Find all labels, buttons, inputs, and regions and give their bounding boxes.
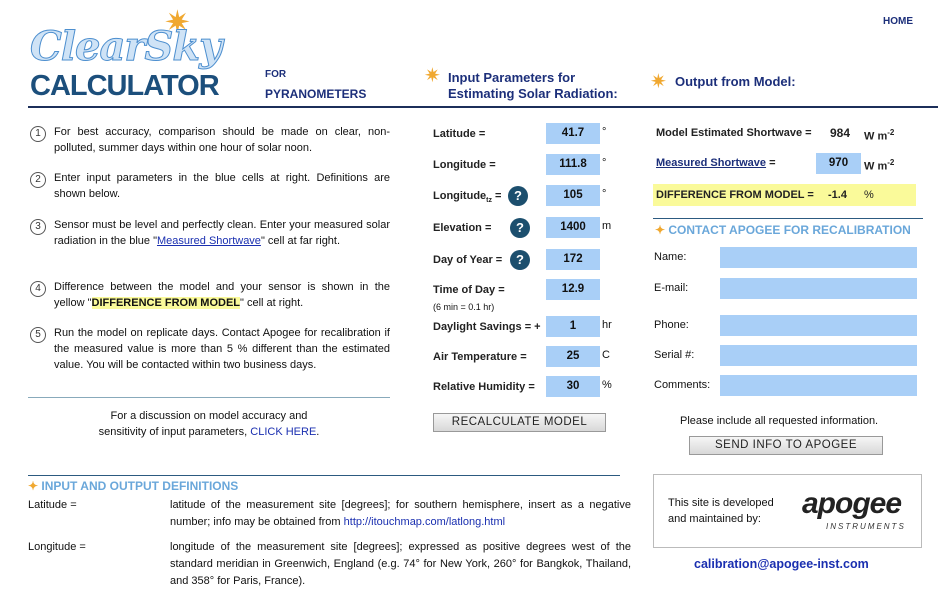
- recalculate-model-button[interactable]: RECALCULATE MODEL: [433, 413, 606, 432]
- unit: °: [602, 188, 607, 200]
- instruction-5: Run the model on replicate days. Contact…: [54, 327, 390, 371]
- step-number: 2: [30, 172, 46, 188]
- input-title: Input Parameters for Estimating Solar Rad…: [448, 70, 618, 101]
- model-estimate-value: 984: [830, 126, 851, 140]
- contact-label: Comments:: [654, 379, 711, 391]
- input-5[interactable]: 12.9: [546, 279, 600, 300]
- instruction-3: Sensor must be level and perfectly clean…: [54, 219, 390, 247]
- input-label: Daylight Savings = +: [433, 321, 541, 333]
- input-2[interactable]: 105: [546, 185, 600, 206]
- measured-shortwave-input[interactable]: 970: [816, 153, 861, 174]
- input-3[interactable]: 1400: [546, 217, 600, 238]
- input-label: Longitudetz =: [433, 190, 502, 205]
- definitions-title: ✦ INPUT AND OUTPUT DEFINITIONS: [28, 479, 239, 493]
- click-here-link[interactable]: CLICK HERE: [250, 426, 317, 438]
- apogee-logo: apogee: [802, 487, 902, 520]
- pyranometers-label: PYRANOMETERS: [265, 87, 367, 101]
- input-label: Day of Year =: [433, 254, 503, 266]
- contact-field-1[interactable]: [720, 278, 917, 299]
- divider: [28, 397, 390, 398]
- unit: C: [602, 349, 610, 361]
- logo-clearsky: ClearSky: [29, 23, 222, 70]
- contact-field-3[interactable]: [720, 345, 917, 366]
- input-label: Longitude =: [433, 159, 496, 171]
- star-icon: ✷: [164, 4, 191, 40]
- contact-label: Serial #:: [654, 349, 695, 361]
- instruction-2: Enter input parameters in the blue cells…: [54, 172, 390, 200]
- model-estimate-label: Model Estimated Shortwave =: [656, 127, 812, 139]
- contact-field-2[interactable]: [720, 315, 917, 336]
- instruction-4: Difference between the model and your se…: [54, 281, 390, 309]
- email-link[interactable]: calibration@apogee-inst.com: [694, 557, 869, 571]
- divider: [28, 475, 620, 476]
- input-6[interactable]: 1: [546, 316, 600, 337]
- step-number: 3: [30, 219, 46, 235]
- input-4[interactable]: 172: [546, 249, 600, 270]
- discussion-text: For a discussion on model accuracy and se…: [98, 410, 320, 438]
- input-8[interactable]: 30: [546, 376, 600, 397]
- help-icon[interactable]: ?: [510, 250, 530, 270]
- unit: °: [602, 126, 607, 138]
- latlong-link[interactable]: http://itouchmap.com/latlong.html: [343, 516, 506, 528]
- difference-label: DIFFERENCE FROM MODEL =: [656, 189, 814, 201]
- input-label: Relative Humidity =: [433, 381, 535, 393]
- unit: °: [602, 157, 607, 169]
- output-title: Output from Model:: [675, 74, 796, 89]
- for-label: FOR: [265, 69, 287, 80]
- definition-term: Longitude =: [28, 541, 86, 553]
- input-label: Elevation =: [433, 222, 492, 234]
- input-0[interactable]: 41.7: [546, 123, 600, 144]
- input-1[interactable]: 111.8: [546, 154, 600, 175]
- unit: %: [602, 379, 612, 391]
- unit: W m-2: [864, 128, 895, 143]
- definition-text: latitude of the measurement site [degree…: [170, 499, 631, 528]
- measured-label: Measured Shortwave =: [656, 157, 776, 169]
- step-number: 4: [30, 281, 46, 297]
- header-divider: [28, 106, 938, 108]
- measured-shortwave-link[interactable]: Measured Shortwave: [656, 157, 767, 169]
- input-7[interactable]: 25: [546, 346, 600, 367]
- contact-label: Phone:: [654, 319, 689, 331]
- help-icon[interactable]: ?: [508, 186, 528, 206]
- developed-by-text: This site is developed and maintained by:: [668, 497, 774, 525]
- definition-text: longitude of the measurement site [degre…: [170, 541, 631, 587]
- contact-label: E-mail:: [654, 282, 689, 294]
- unit: W m-2: [864, 158, 895, 173]
- contact-label: Name:: [654, 251, 687, 263]
- apogee-logo-sub: INSTRUMENTS: [826, 522, 906, 531]
- help-icon[interactable]: ?: [510, 218, 530, 238]
- definition-term: Latitude =: [28, 499, 77, 511]
- measured-shortwave-link[interactable]: Measured Shortwave: [156, 235, 261, 247]
- send-info-button[interactable]: SEND INFO TO APOGEE: [689, 436, 883, 455]
- step-number: 1: [30, 126, 46, 142]
- star-icon: ✷: [650, 71, 667, 93]
- unit: %: [864, 189, 874, 201]
- input-label: Latitude =: [433, 128, 486, 140]
- contact-field-0[interactable]: [720, 247, 917, 268]
- instruction-1: For best accuracy, comparison should be …: [54, 126, 390, 154]
- unit: m: [602, 220, 612, 232]
- input-label: Time of Day =: [433, 284, 505, 296]
- developer-box: [653, 474, 922, 548]
- unit: hr: [602, 319, 612, 331]
- divider: [653, 218, 923, 219]
- difference-value: -1.4: [828, 189, 847, 201]
- contact-title: ✦ CONTACT APOGEE FOR RECALIBRATION: [655, 223, 911, 237]
- logo-calculator: CALCULATOR: [30, 70, 220, 102]
- input-note: (6 min = 0.1 hr): [433, 302, 495, 312]
- star-icon: ✷: [424, 65, 441, 87]
- home-link[interactable]: HOME: [883, 16, 913, 27]
- contact-field-4[interactable]: [720, 375, 917, 396]
- contact-note: Please include all requested information…: [680, 415, 879, 427]
- step-number: 5: [30, 327, 46, 343]
- difference-row: [653, 184, 916, 206]
- input-label: Air Temperature =: [433, 351, 527, 363]
